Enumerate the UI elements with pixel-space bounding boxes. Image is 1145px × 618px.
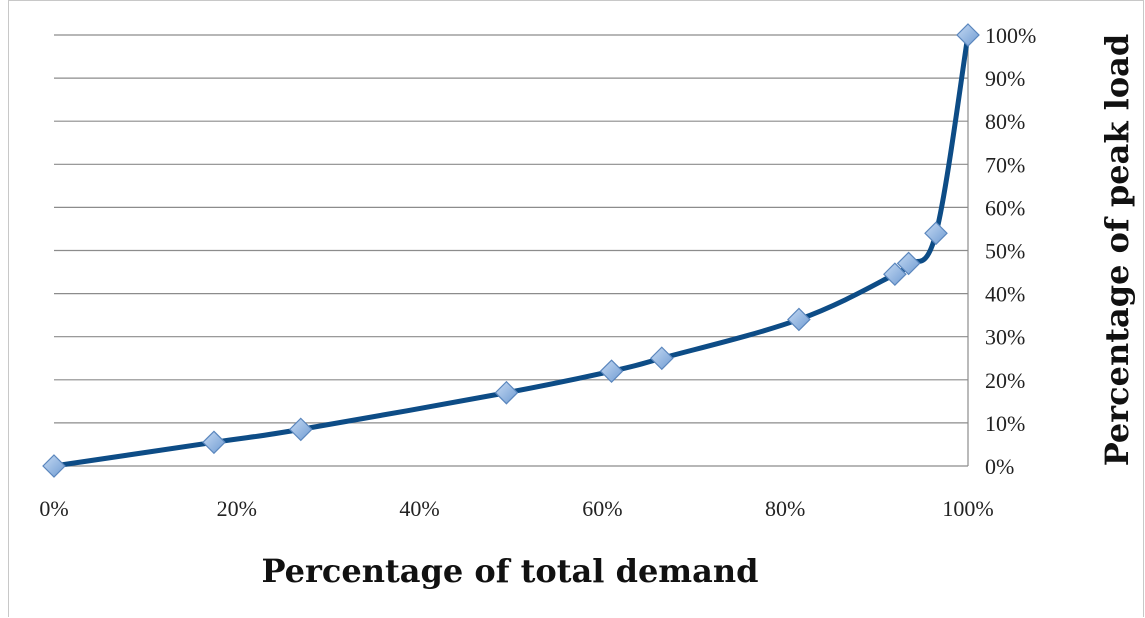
x-tick-label: 80% [765, 496, 805, 521]
y-tick-label: 30% [985, 325, 1025, 350]
y-tick-label: 90% [985, 66, 1025, 91]
x-tick-label: 100% [942, 496, 993, 521]
series-line [53, 34, 971, 469]
data-point-marker [42, 454, 66, 478]
x-axis-title: Percentage of total demand [261, 552, 758, 590]
gridlines [54, 34, 969, 467]
y-axis-title: Percentage of peak load [1098, 34, 1136, 467]
x-tick-label: 20% [217, 496, 257, 521]
y-tick-label: 20% [985, 368, 1025, 393]
data-point-marker [956, 23, 980, 47]
y-tick-label: 70% [985, 152, 1025, 177]
y-tick-label: 50% [985, 239, 1025, 264]
y-axis-tick-labels: 0% 10% 20% 30% 40% 50% 60% 70% 80% 90% 100% [985, 23, 1036, 479]
data-point-marker [202, 430, 226, 455]
data-point-marker [883, 262, 907, 287]
data-point-marker [649, 346, 674, 371]
chart-frame [8, 0, 1144, 617]
series-layer [42, 23, 980, 478]
y-tick-label: 100% [985, 23, 1036, 48]
data-point-marker [896, 251, 921, 276]
x-axis-tick-labels: 0% 20% 40% 60% 80% 100% [39, 496, 993, 521]
x-tick-label: 60% [582, 496, 622, 521]
x-tick-label: 40% [399, 496, 439, 521]
y-tick-label: 80% [985, 109, 1025, 134]
y-tick-label: 10% [985, 411, 1025, 436]
data-point-marker [599, 359, 624, 384]
data-point-marker [924, 221, 948, 246]
data-point-marker [787, 307, 811, 332]
x-tick-label: 0% [39, 496, 68, 521]
y-tick-label: 40% [985, 282, 1025, 307]
data-point-marker [288, 417, 313, 442]
data-point-marker [494, 380, 519, 405]
y-tick-label: 0% [985, 454, 1014, 479]
y-tick-label: 60% [985, 195, 1025, 220]
